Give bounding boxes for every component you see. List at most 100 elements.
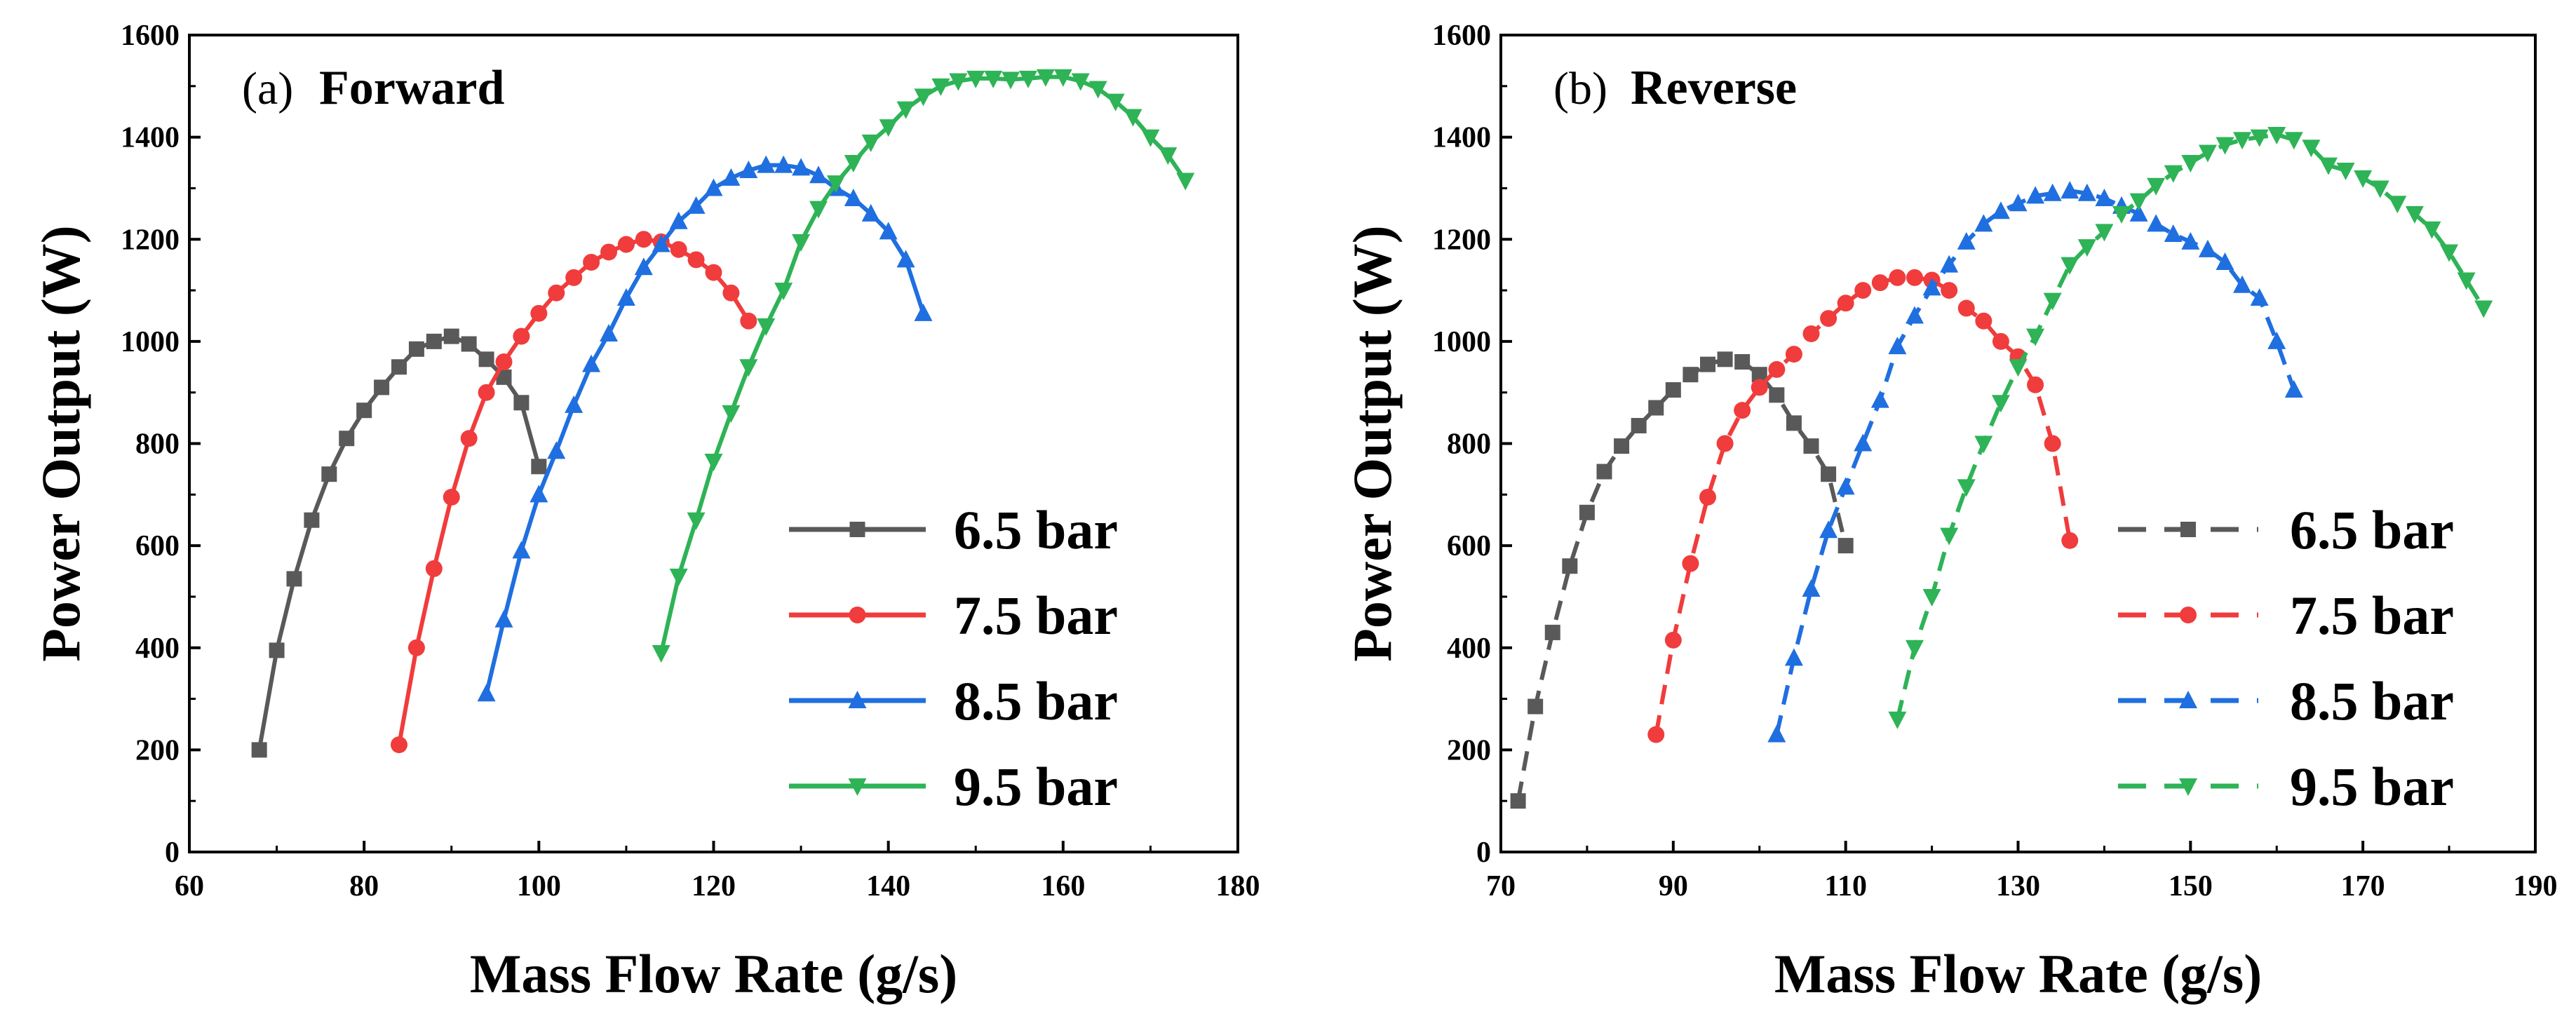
legend-marker <box>2179 778 2197 796</box>
data-point <box>2250 288 2269 306</box>
data-point <box>1071 73 1090 91</box>
data-point <box>1906 269 1923 286</box>
data-point <box>304 512 320 528</box>
y-tick-label: 200 <box>135 734 180 766</box>
data-point <box>2302 140 2321 158</box>
data-point <box>1579 504 1595 520</box>
data-point <box>1854 433 1873 452</box>
data-point <box>513 395 530 411</box>
data-point <box>722 168 741 186</box>
data-point <box>1991 201 2010 219</box>
data-point <box>2061 257 2079 275</box>
data-point <box>1614 438 1630 454</box>
data-point <box>1510 793 1526 809</box>
data-point <box>1940 255 1959 273</box>
data-point <box>374 379 390 395</box>
y-tick-label: 1200 <box>121 224 180 256</box>
data-point <box>1819 520 1838 539</box>
data-point <box>2284 380 2303 398</box>
data-point <box>1906 640 1924 658</box>
data-point <box>2112 205 2131 224</box>
data-point <box>1751 367 1767 383</box>
data-point <box>477 684 496 702</box>
x-tick-label: 110 <box>1824 870 1867 902</box>
data-point <box>2009 359 2028 377</box>
x-tick-label: 140 <box>866 870 910 902</box>
data-point <box>478 384 495 401</box>
legend-label: 8.5 bar <box>2290 670 2454 731</box>
data-point <box>2354 170 2373 188</box>
data-point <box>461 336 477 352</box>
data-point <box>269 642 285 658</box>
data-point <box>652 645 670 663</box>
series-9-5-bar <box>1888 126 2493 729</box>
legend-label: 6.5 bar <box>2290 499 2454 560</box>
data-point <box>739 359 758 377</box>
legend-marker <box>2180 607 2197 623</box>
data-point <box>2009 194 2028 212</box>
data-point <box>2422 221 2441 239</box>
data-point <box>1665 382 1681 398</box>
data-point <box>1647 726 1665 743</box>
data-point <box>1106 93 1125 111</box>
data-point <box>2181 231 2200 250</box>
data-point <box>2267 331 2286 349</box>
legend-label: 9.5 bar <box>954 756 1118 817</box>
y-tick-label: 1000 <box>1432 326 1491 358</box>
data-point <box>896 250 915 268</box>
legend-marker <box>848 691 867 708</box>
data-point <box>2405 205 2424 224</box>
data-point <box>407 639 425 656</box>
data-point <box>1767 724 1786 743</box>
data-point <box>2198 144 2217 163</box>
data-point <box>757 318 776 337</box>
data-point <box>616 288 635 306</box>
data-point <box>1803 438 1819 454</box>
data-point <box>2371 180 2389 198</box>
data-point <box>687 196 706 214</box>
y-axis-title: Power Output (W) <box>30 225 91 662</box>
y-tick-label: 0 <box>165 837 180 869</box>
legend-marker <box>849 607 866 623</box>
data-point <box>1734 354 1751 370</box>
x-tick-label: 190 <box>2514 870 2558 902</box>
data-point <box>2164 224 2183 242</box>
data-point <box>1664 631 1682 649</box>
data-point <box>391 359 407 375</box>
data-point <box>705 264 722 281</box>
data-point <box>2044 435 2061 452</box>
data-point <box>1974 214 1993 232</box>
data-point <box>1957 231 1976 250</box>
data-point <box>687 251 705 269</box>
data-point <box>2147 214 2166 232</box>
data-point <box>1562 558 1578 574</box>
data-point <box>2077 239 2096 257</box>
data-point <box>478 351 494 367</box>
data-point <box>2216 252 2234 271</box>
data-point <box>1906 306 1924 324</box>
data-point <box>774 283 793 301</box>
plot-frame <box>1499 34 2537 853</box>
data-point <box>617 236 635 253</box>
data-point <box>530 304 548 322</box>
x-tick-label: 150 <box>2169 870 2213 902</box>
panel-label: (b) <box>1553 63 1607 114</box>
data-point <box>1992 332 2009 350</box>
data-point <box>2026 328 2045 346</box>
legend-marker <box>849 522 865 537</box>
data-point <box>356 403 372 419</box>
data-point <box>634 257 653 276</box>
data-point <box>565 395 584 413</box>
data-point <box>1889 269 1906 286</box>
data-point <box>2336 162 2355 180</box>
data-point <box>704 453 723 471</box>
series-6-5-bar <box>251 328 547 758</box>
data-point <box>1975 312 1992 330</box>
y-tick-label: 600 <box>1447 530 1491 562</box>
legend: 6.5 bar 7.5 bar 8.5 bar 9.5 bar <box>2118 499 2454 817</box>
data-point <box>1088 81 1107 99</box>
data-point <box>1940 527 1959 546</box>
data-point <box>547 441 566 459</box>
data-point <box>286 571 302 587</box>
